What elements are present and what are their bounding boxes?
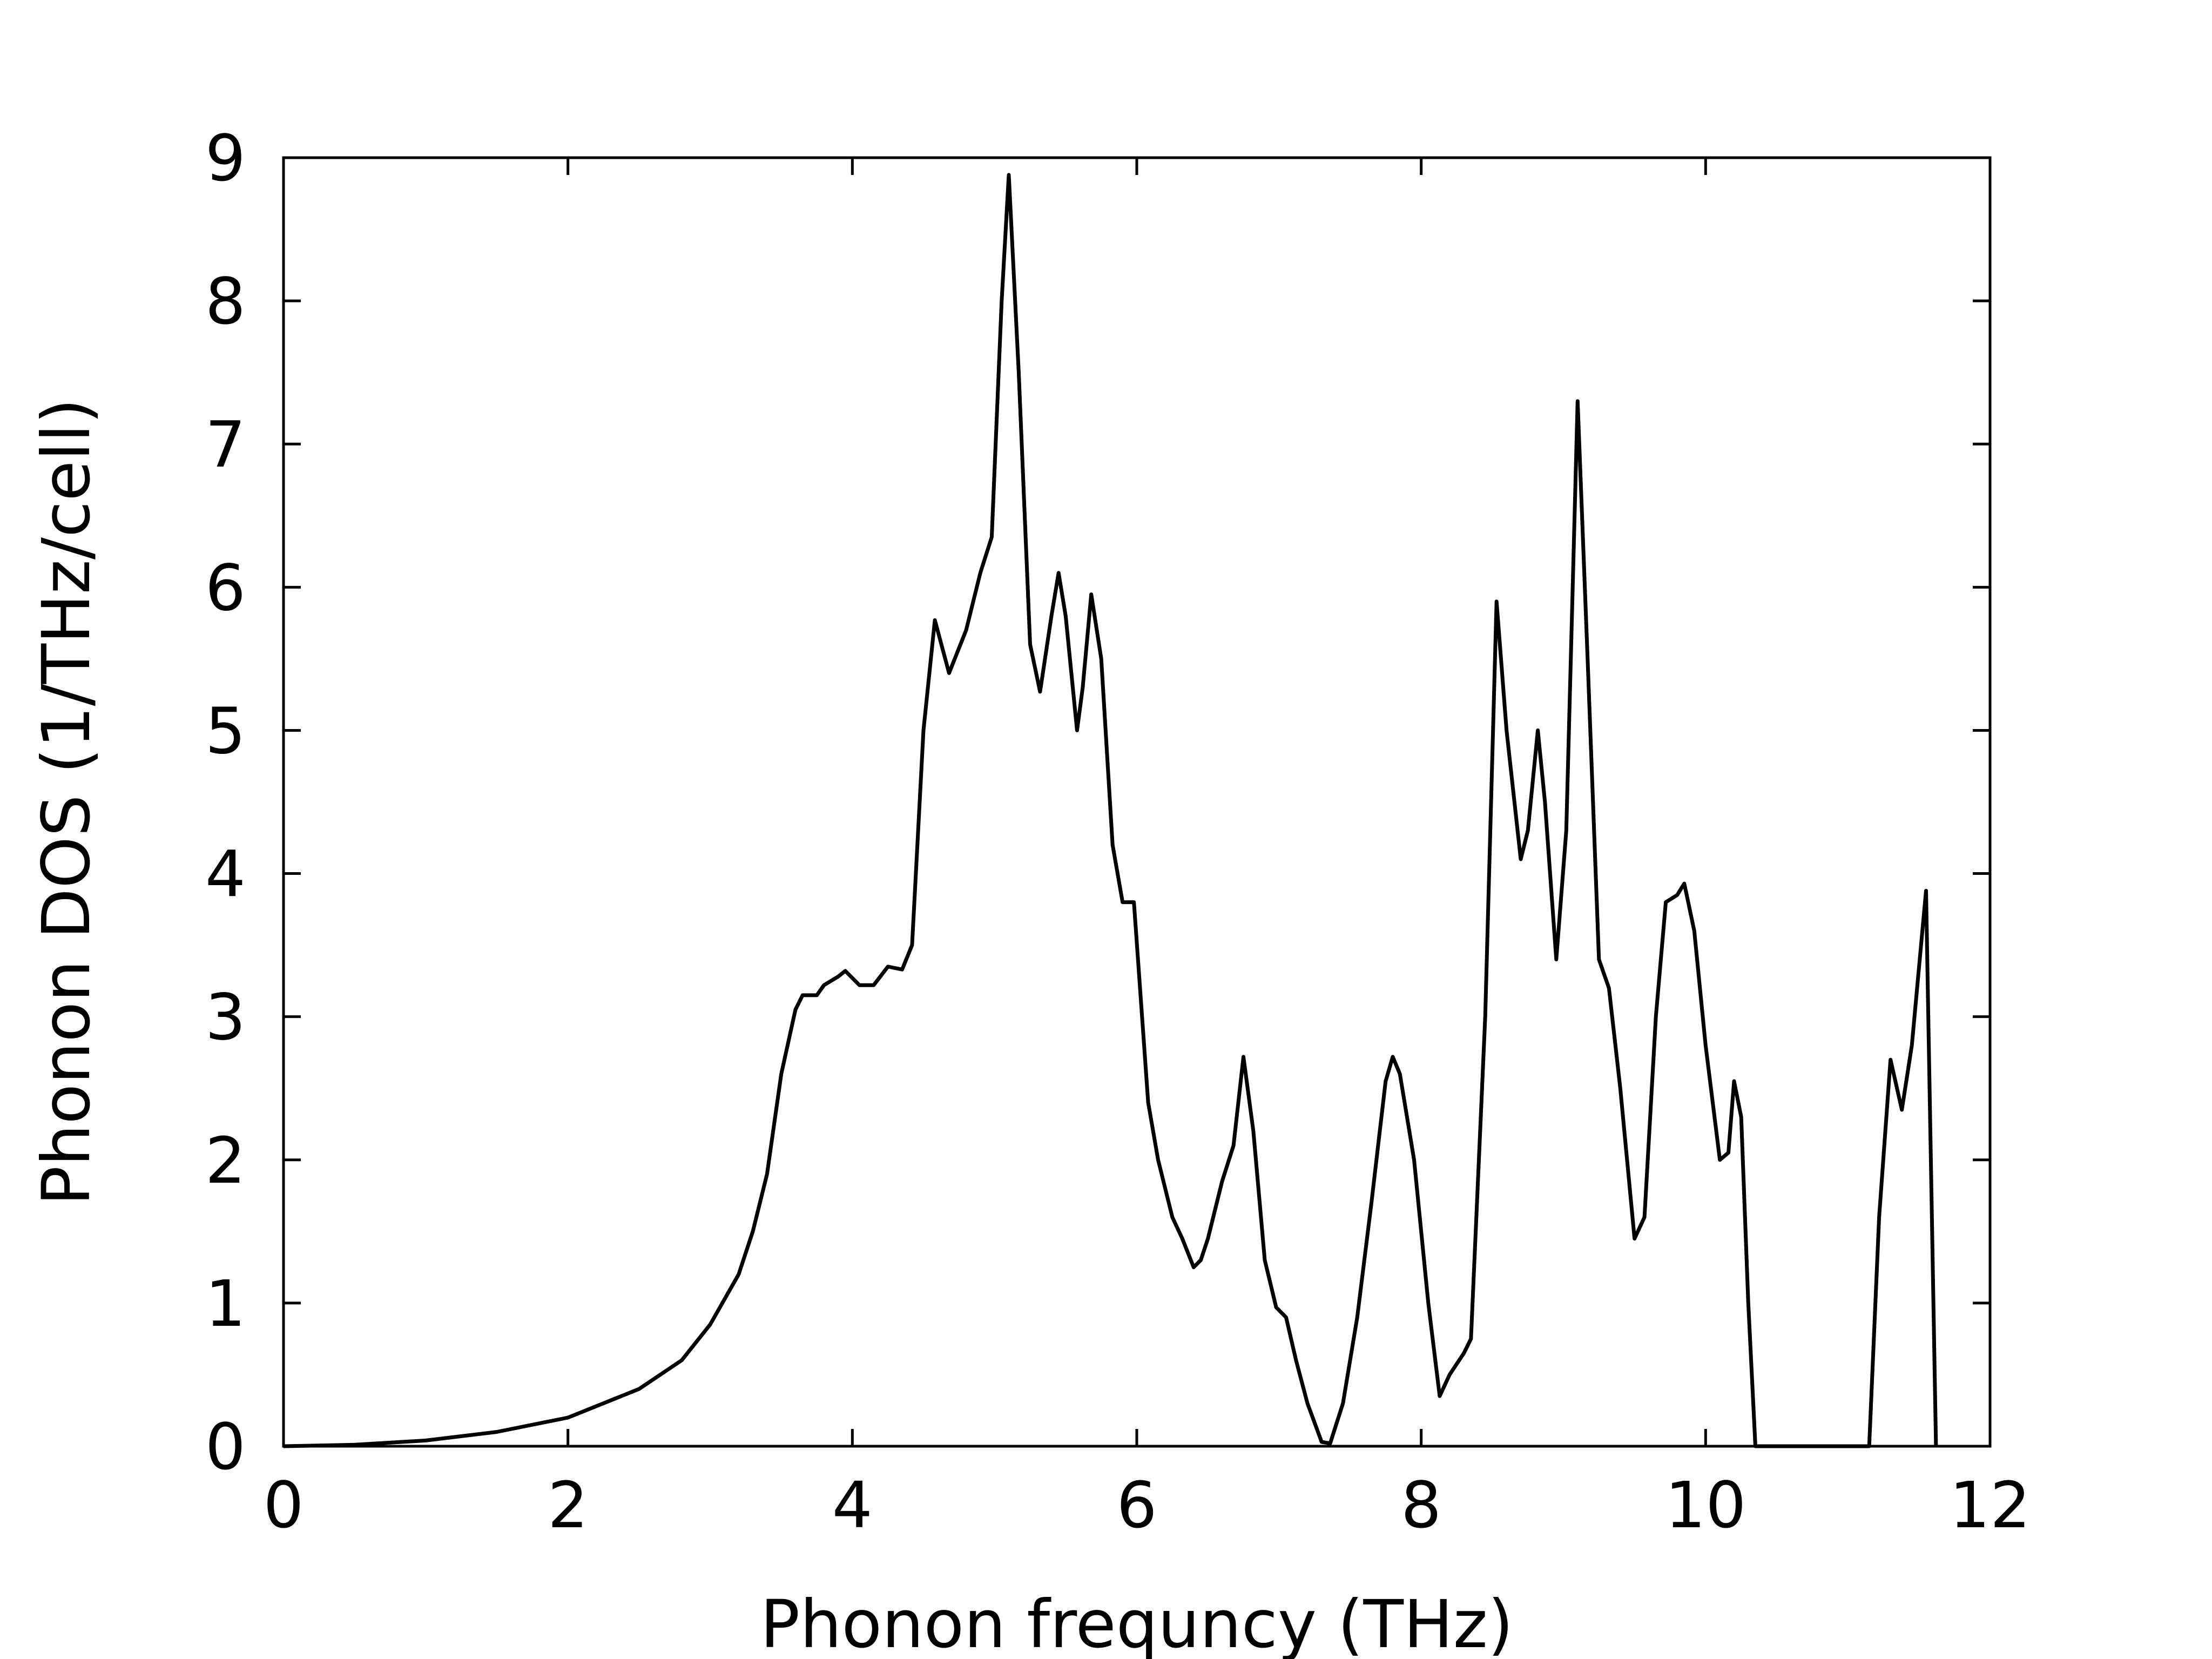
y-tick-label: 8 [205, 264, 246, 339]
y-tick-label: 2 [205, 1123, 246, 1198]
y-tick-label: 6 [205, 550, 246, 625]
x-tick-label: 4 [832, 1468, 873, 1542]
x-tick-label: 2 [548, 1468, 588, 1542]
x-tick-label: 8 [1401, 1468, 1441, 1542]
y-axis-label: Phonon DOS (1/THz/cell) [28, 398, 105, 1205]
x-tick-label: 10 [1665, 1468, 1746, 1542]
x-axis-label: Phonon frequncy (THz) [760, 1586, 1514, 1659]
y-tick-label: 3 [205, 980, 246, 1055]
x-tick-label: 0 [263, 1468, 304, 1542]
dos-line [283, 173, 1938, 1448]
y-tick-label: 1 [205, 1266, 246, 1341]
y-tick-label: 9 [205, 121, 246, 195]
x-tick-label: 6 [1116, 1468, 1157, 1542]
x-tick-label: 12 [1950, 1468, 2031, 1542]
y-tick-label: 0 [205, 1410, 246, 1484]
y-tick-label: 4 [205, 837, 246, 912]
y-tick-label: 5 [205, 693, 246, 768]
plot-frame [282, 156, 1992, 1448]
y-tick-label: 7 [205, 407, 246, 482]
